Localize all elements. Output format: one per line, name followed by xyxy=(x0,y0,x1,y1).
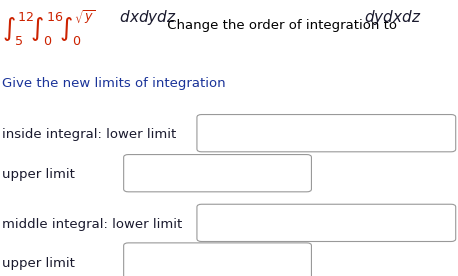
Text: upper limit: upper limit xyxy=(2,257,75,270)
FancyBboxPatch shape xyxy=(197,115,456,152)
Text: inside integral: lower limit: inside integral: lower limit xyxy=(2,128,176,141)
FancyBboxPatch shape xyxy=(197,204,456,242)
FancyBboxPatch shape xyxy=(124,243,311,276)
Text: middle integral: lower limit: middle integral: lower limit xyxy=(2,218,183,231)
FancyBboxPatch shape xyxy=(124,155,311,192)
Text: Give the new limits of integration: Give the new limits of integration xyxy=(2,77,226,90)
Text: $dydxdz$: $dydxdz$ xyxy=(364,8,421,27)
Text: $\,dxdydz$: $\,dxdydz$ xyxy=(117,8,177,27)
Text: upper limit: upper limit xyxy=(2,168,75,181)
Text: Change the order of integration to: Change the order of integration to xyxy=(163,19,401,32)
Text: $\int_{5}^{12}\!\int_{0}^{16}\!\int_{0}^{\sqrt{y}}$: $\int_{5}^{12}\!\int_{0}^{16}\!\int_{0}^… xyxy=(2,8,96,47)
